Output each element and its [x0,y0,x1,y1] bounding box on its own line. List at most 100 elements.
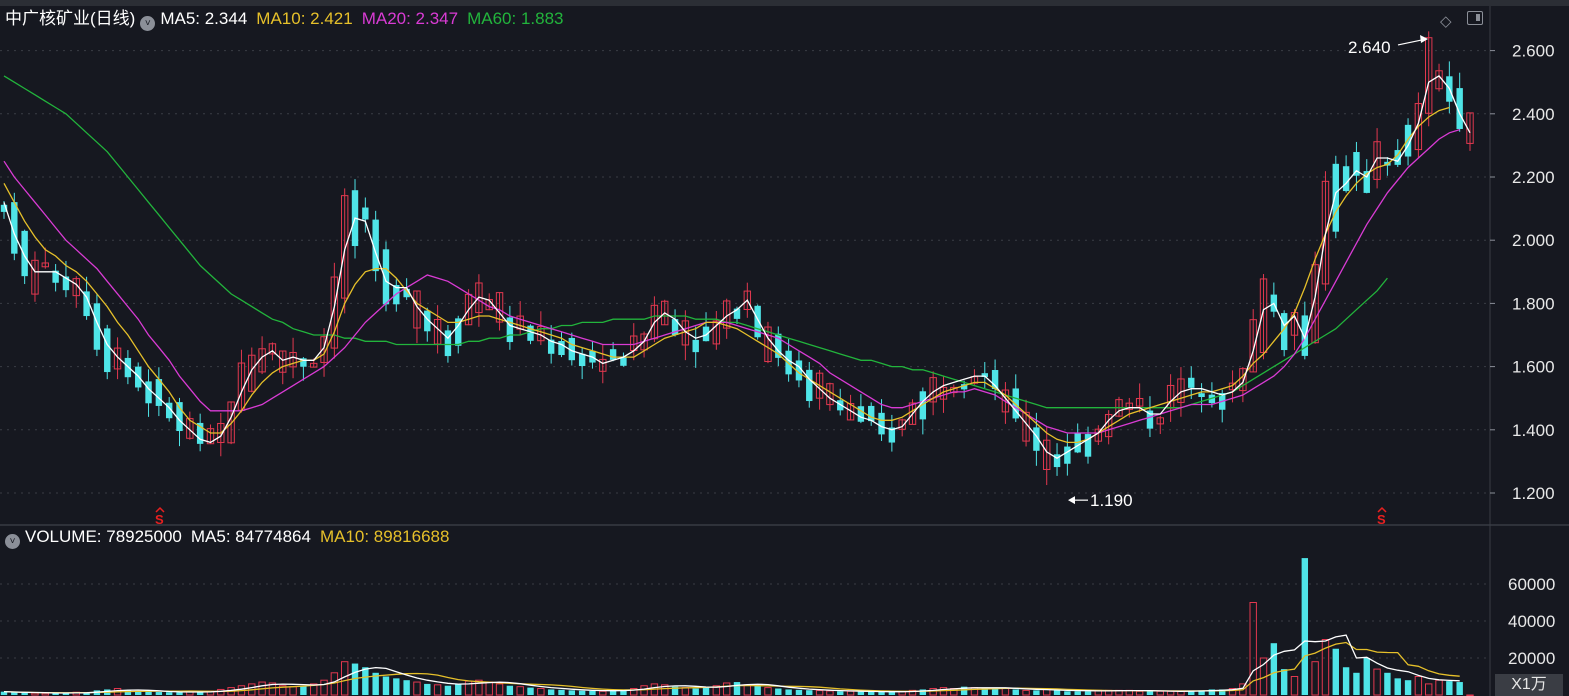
volume-bar [558,689,565,695]
volume-ma5-line [3,634,1460,694]
ma60-line [3,75,1388,409]
candle-body [1198,393,1205,398]
volume-bar [0,691,8,695]
candle-body [620,356,627,366]
volume-bar [135,691,142,695]
volume-bar [826,690,834,696]
volume-bar [527,687,534,695]
candle-body [764,326,772,363]
panel-toggle-icon[interactable] [1467,11,1483,25]
candle-body [155,379,163,406]
volume-bar [1166,690,1175,696]
volume-bar [681,687,690,696]
legend-volume-ma10: MA10: 89816688 [319,527,450,546]
candle-body [1104,414,1113,438]
candle-body [1311,264,1319,344]
volume-bar [630,688,638,696]
candle-body [104,328,111,373]
candle-body [93,303,101,350]
volume-bar [1022,689,1030,696]
price-tick-label: 2.400 [1512,105,1555,124]
candle-body [785,350,792,375]
candle-body [506,317,514,343]
collapse-icon[interactable]: ˅ [5,534,20,549]
volume-bar [1228,688,1237,696]
candle-body [268,343,277,355]
low-arrow-head [1068,496,1075,505]
candle-body [362,207,369,220]
volume-bar [1404,680,1412,695]
legend-ma10: MA10: 2.421 [256,9,353,28]
volume-bar [1074,691,1081,695]
volume-bar [413,681,421,696]
volume-bar [1321,639,1330,696]
volume-bar [620,689,627,695]
volume-bar [485,681,493,696]
volume-bar [960,686,968,695]
candle-body [898,419,906,430]
candle-body [1249,319,1257,373]
candle-body [1280,313,1288,351]
candle-body [41,262,49,268]
volume-bar [516,686,524,696]
high-price-label: 2.640 [1348,38,1391,57]
candle-body [300,358,307,367]
volume-bar [155,692,163,695]
candle-body [1033,427,1040,451]
volume-bar [733,682,741,695]
ma10-line [3,106,1450,444]
volume-bar [795,689,803,695]
candle-body [21,230,28,277]
volume-bar [1290,676,1299,696]
candle-body [372,219,379,272]
volume-bar [1414,676,1423,696]
collapse-icon[interactable]: ˅ [140,16,156,31]
volume-bar [217,688,225,696]
axis-layer: 1.200 1.400 1.600 1.800 2.000 2.200 2.400 2.600… [155,34,1555,668]
candle-body [578,353,586,367]
legend-ma20: MA20: 2.347 [361,9,459,28]
volume-bar [310,683,318,696]
volume-bar [21,692,28,695]
volume-bar [1311,661,1319,696]
volume-bar [712,685,721,696]
candle-body [186,418,194,439]
volume-bar [382,676,390,695]
volume-chart-header: ˅ VOLUME: 78925000 MA5: 84774864 MA10: 8981… [5,526,458,549]
legend-ma5: MA5: 2.344 [160,9,248,28]
volume-bar [547,689,555,695]
volume-bar [506,685,514,695]
volume-bar [806,690,813,695]
price-tick-label: 1.200 [1512,484,1555,503]
candle-body [1332,163,1339,232]
legend-volume-ma5: MA5: 84774864 [190,527,311,546]
candle-body [1053,454,1061,468]
candle-body [558,341,565,356]
panel-divider [0,524,1569,526]
diamond-icon[interactable]: ◇ [1440,13,1452,30]
volume-bar [1012,689,1019,695]
candle-body [661,300,669,326]
volume-bar [1208,689,1216,695]
candle-body [176,402,183,432]
volume-bar [568,690,576,695]
volume-bar [1270,643,1278,695]
volume-bar [1332,648,1339,695]
candle-body [1321,180,1330,285]
candle-body [206,428,215,445]
volume-bar [1053,690,1061,695]
legend-ma60: MA60: 1.883 [467,9,564,28]
volume-bar [52,693,59,695]
candle-body [1146,410,1154,429]
candle-body [72,278,80,297]
candle-body [444,330,452,357]
volume-bar [165,692,173,695]
volume-bar [196,691,204,695]
volume-bar [1219,689,1226,695]
volume-bar [888,691,896,695]
volume-bar [444,685,452,695]
volume-bar [671,686,679,695]
volume-bar [878,691,885,695]
volume-bar [1373,668,1381,696]
